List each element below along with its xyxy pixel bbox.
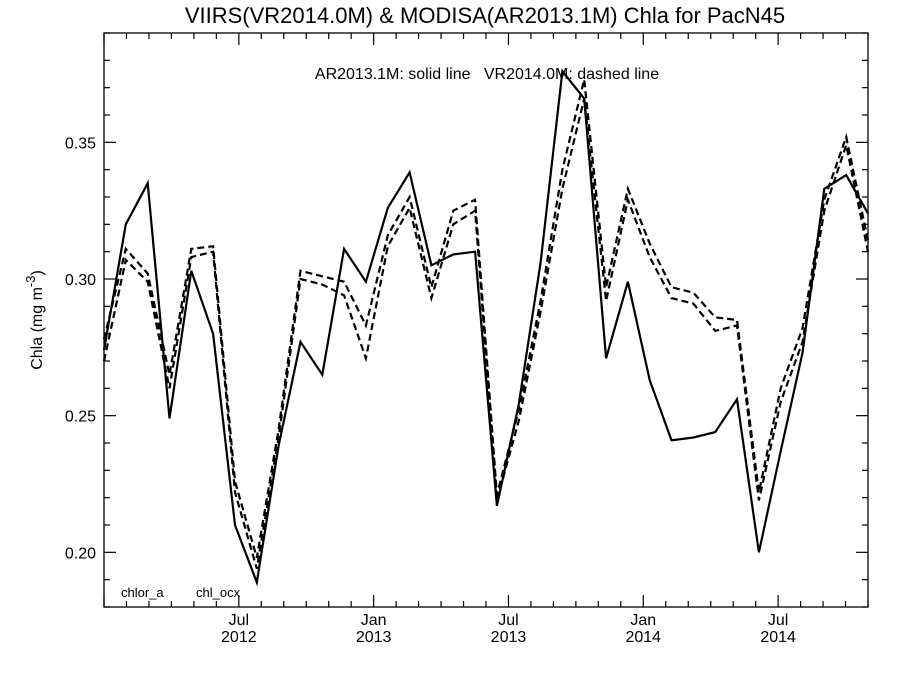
y-axis-label: Chla (mg m-3) [23,270,46,370]
series-line-3 [102,98,870,570]
legend-label-chlor-a: chlor_a [121,585,164,600]
series-line-1 [102,68,869,587]
x-tick-year-label: 2014 [760,629,796,646]
y-tick-label: 0.20 [65,545,96,562]
axis-ticks [103,32,869,608]
x-tick-month-label: Jul [229,612,249,629]
chart-title: VIIRS(VR2014.0M) & MODISA(AR2013.1M) Chl… [185,3,785,28]
series-lines [102,68,870,587]
x-tick-year-label: 2013 [491,629,527,646]
legend-label-chl-ocx: chl_ocx [196,585,241,600]
x-tick-month-label: Jan [630,612,656,629]
x-tick-month-label: Jul [768,612,788,629]
x-tick-year-label: 2014 [625,629,661,646]
x-tick-year-label: 2013 [356,629,392,646]
x-tick-month-label: Jul [498,612,518,629]
y-tick-labels: 0.20 0.25 0.30 0.35 [65,135,96,562]
x-tick-year-label: 2012 [221,629,257,646]
y-tick-label: 0.30 [65,272,96,289]
x-tick-month-label: Jan [361,612,387,629]
y-tick-label: 0.35 [65,135,96,152]
line-style-annotation: AR2013.1M: solid line VR2014.0M: dashed … [315,66,659,83]
y-tick-label: 0.25 [65,409,96,426]
